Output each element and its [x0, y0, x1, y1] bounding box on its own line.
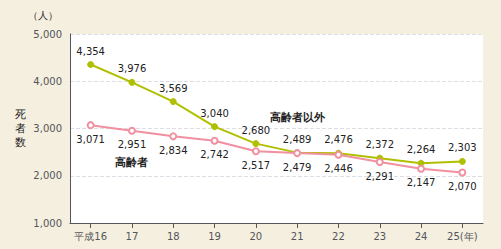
svg-text:2,951: 2,951 — [118, 139, 147, 150]
svg-text:数: 数 — [15, 136, 26, 149]
svg-text:2,680: 2,680 — [242, 125, 271, 136]
svg-text:3,000: 3,000 — [33, 123, 62, 134]
svg-text:2,742: 2,742 — [200, 149, 229, 160]
svg-text:5,000: 5,000 — [33, 29, 62, 40]
svg-text:2,489: 2,489 — [283, 134, 312, 145]
svg-text:2,000: 2,000 — [33, 170, 62, 181]
svg-text:2,264: 2,264 — [407, 144, 436, 155]
svg-text:18: 18 — [167, 231, 180, 242]
svg-text:3,569: 3,569 — [159, 83, 188, 94]
svg-text:2,372: 2,372 — [365, 139, 394, 150]
svg-text:22: 22 — [332, 231, 345, 242]
svg-text:24: 24 — [415, 231, 428, 242]
svg-text:3,976: 3,976 — [118, 63, 147, 74]
svg-text:2,476: 2,476 — [324, 134, 353, 145]
svg-text:2,291: 2,291 — [365, 171, 394, 182]
svg-text:19: 19 — [208, 231, 221, 242]
svg-text:2,446: 2,446 — [324, 163, 353, 174]
svg-text:3,040: 3,040 — [200, 108, 229, 119]
svg-text:高齢者: 高齢者 — [115, 156, 148, 169]
svg-text:（人）: （人） — [28, 10, 58, 21]
svg-text:2,517: 2,517 — [242, 160, 271, 171]
svg-text:3,071: 3,071 — [76, 134, 105, 145]
svg-text:2,070: 2,070 — [448, 181, 477, 192]
svg-text:2,479: 2,479 — [283, 162, 312, 173]
svg-text:死: 死 — [15, 108, 26, 121]
svg-text:4,000: 4,000 — [33, 76, 62, 87]
svg-text:平成16: 平成16 — [74, 231, 107, 242]
svg-text:高齢者以外: 高齢者以外 — [270, 111, 326, 124]
svg-text:20: 20 — [249, 231, 262, 242]
svg-text:21: 21 — [291, 231, 304, 242]
svg-text:2,303: 2,303 — [448, 142, 477, 153]
svg-text:17: 17 — [126, 231, 139, 242]
svg-text:25(年): 25(年) — [447, 231, 478, 242]
svg-text:者: 者 — [15, 122, 26, 135]
svg-text:2,147: 2,147 — [407, 177, 436, 188]
svg-text:2,834: 2,834 — [159, 145, 188, 156]
svg-text:23: 23 — [373, 231, 386, 242]
svg-text:1,000: 1,000 — [33, 218, 62, 229]
svg-text:4,354: 4,354 — [76, 46, 105, 57]
